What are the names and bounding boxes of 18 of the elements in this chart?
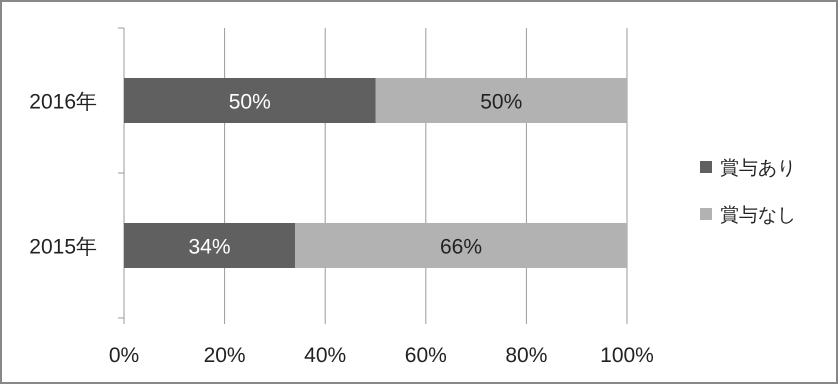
data-label: 50% [228,90,271,114]
legend-label: 賞与あり [720,158,796,179]
x-tick-label: 80% [505,344,548,367]
x-tick-label: 0% [108,344,140,367]
x-tick-label: 100% [600,344,654,367]
y-tick-label: 2015年 [29,236,97,258]
x-tick-label: 60% [404,344,447,367]
legend-label: 賞与なし [720,205,796,226]
bar [124,223,296,268]
data-label: 34% [188,236,231,258]
x-tick-label: 20% [204,344,246,367]
bar [295,223,627,268]
y-tick-label: 2016年 [29,90,97,114]
bar [376,78,627,123]
data-label: 66% [440,236,482,258]
data-label: 50% [480,90,522,114]
x-tick-label: 40% [304,344,346,367]
bar [124,78,376,123]
